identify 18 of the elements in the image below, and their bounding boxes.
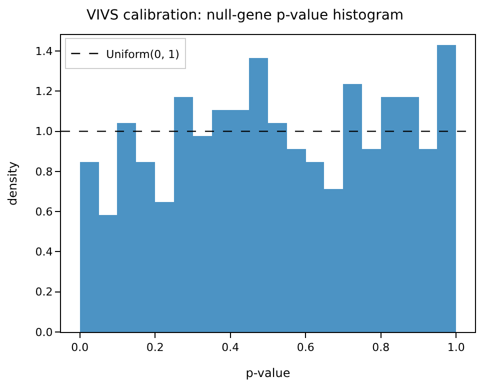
y-tick-label: 0.2: [35, 286, 53, 299]
x-tick-label: 0.4: [222, 341, 240, 354]
y-tick-label: 0.0: [35, 326, 53, 339]
chart-title: VIVS calibration: null-gene p-value histogram: [86, 8, 404, 24]
y-tick-label: 1.4: [35, 44, 53, 58]
x-tick-label: 1.0: [447, 341, 465, 354]
x-tick-label: 0.8: [372, 341, 390, 354]
x-tick-label: 0.2: [146, 341, 164, 354]
x-tick-label: 0.6: [296, 341, 314, 354]
y-tick-label: 0.8: [35, 165, 53, 178]
y-tick-label: 0.6: [35, 205, 53, 218]
x-axis-title: p-value: [246, 366, 290, 380]
y-axis-title: density: [6, 162, 20, 206]
y-tick-label: 0.4: [35, 246, 53, 259]
y-tick-label: 1.2: [35, 85, 53, 98]
x-tick-label: 0.0: [71, 341, 89, 354]
legend-label: Uniform(0, 1): [106, 48, 180, 61]
y-tick-label: 1.0: [35, 125, 53, 138]
